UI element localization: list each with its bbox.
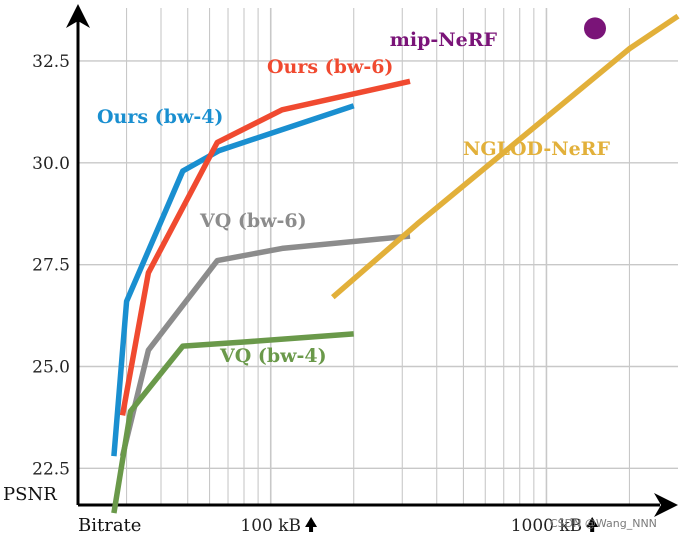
series-line — [119, 233, 411, 457]
tick-arrow-up-icon — [586, 517, 599, 532]
axes — [66, 4, 678, 517]
y-axis-arrow-icon — [66, 4, 90, 28]
y-tick-label: 32.5 — [32, 52, 70, 72]
x-tick-label: 100 kB — [240, 516, 301, 536]
x-axis-arrow-icon — [654, 493, 678, 517]
x-axis-title: Bitrate — [78, 515, 141, 536]
y-tick-label: 30.0 — [32, 154, 70, 174]
watermark: CSDN @Wang_NNN — [550, 517, 657, 530]
series-lines — [111, 13, 680, 514]
series-label: VQ (bw-6) — [199, 210, 307, 232]
tick-arrow-up-icon — [305, 517, 318, 532]
series-labels: Ours (bw-4) Ours (bw-6) VQ (bw-6) VQ (bw-4)… — [97, 29, 610, 367]
grid — [78, 8, 678, 505]
x-tick-label: 1000 kB — [511, 516, 582, 536]
series-label: Ours (bw-4) — [97, 106, 223, 128]
y-tick-label: 25.0 — [32, 357, 70, 377]
y-axis-title: PSNR — [3, 484, 57, 505]
y-tick-labels: 22.5 25.0 27.5 30.0 32.5 — [32, 52, 70, 479]
mip-nerf-point — [583, 17, 606, 40]
x-tick-labels: 100 kB 1000 kB — [240, 516, 599, 536]
series-line — [119, 78, 411, 416]
y-tick-label: 27.5 — [32, 256, 70, 276]
series-line — [111, 331, 354, 514]
series-line — [330, 13, 680, 300]
y-tick-label: 22.5 — [32, 459, 70, 479]
series-label: Ours (bw-6) — [267, 56, 393, 78]
series-label: VQ (bw-4) — [219, 345, 327, 367]
series-label: NGLOD-NeRF — [463, 138, 610, 160]
series-line — [111, 103, 355, 457]
series-label: mip-NeRF — [390, 29, 498, 51]
